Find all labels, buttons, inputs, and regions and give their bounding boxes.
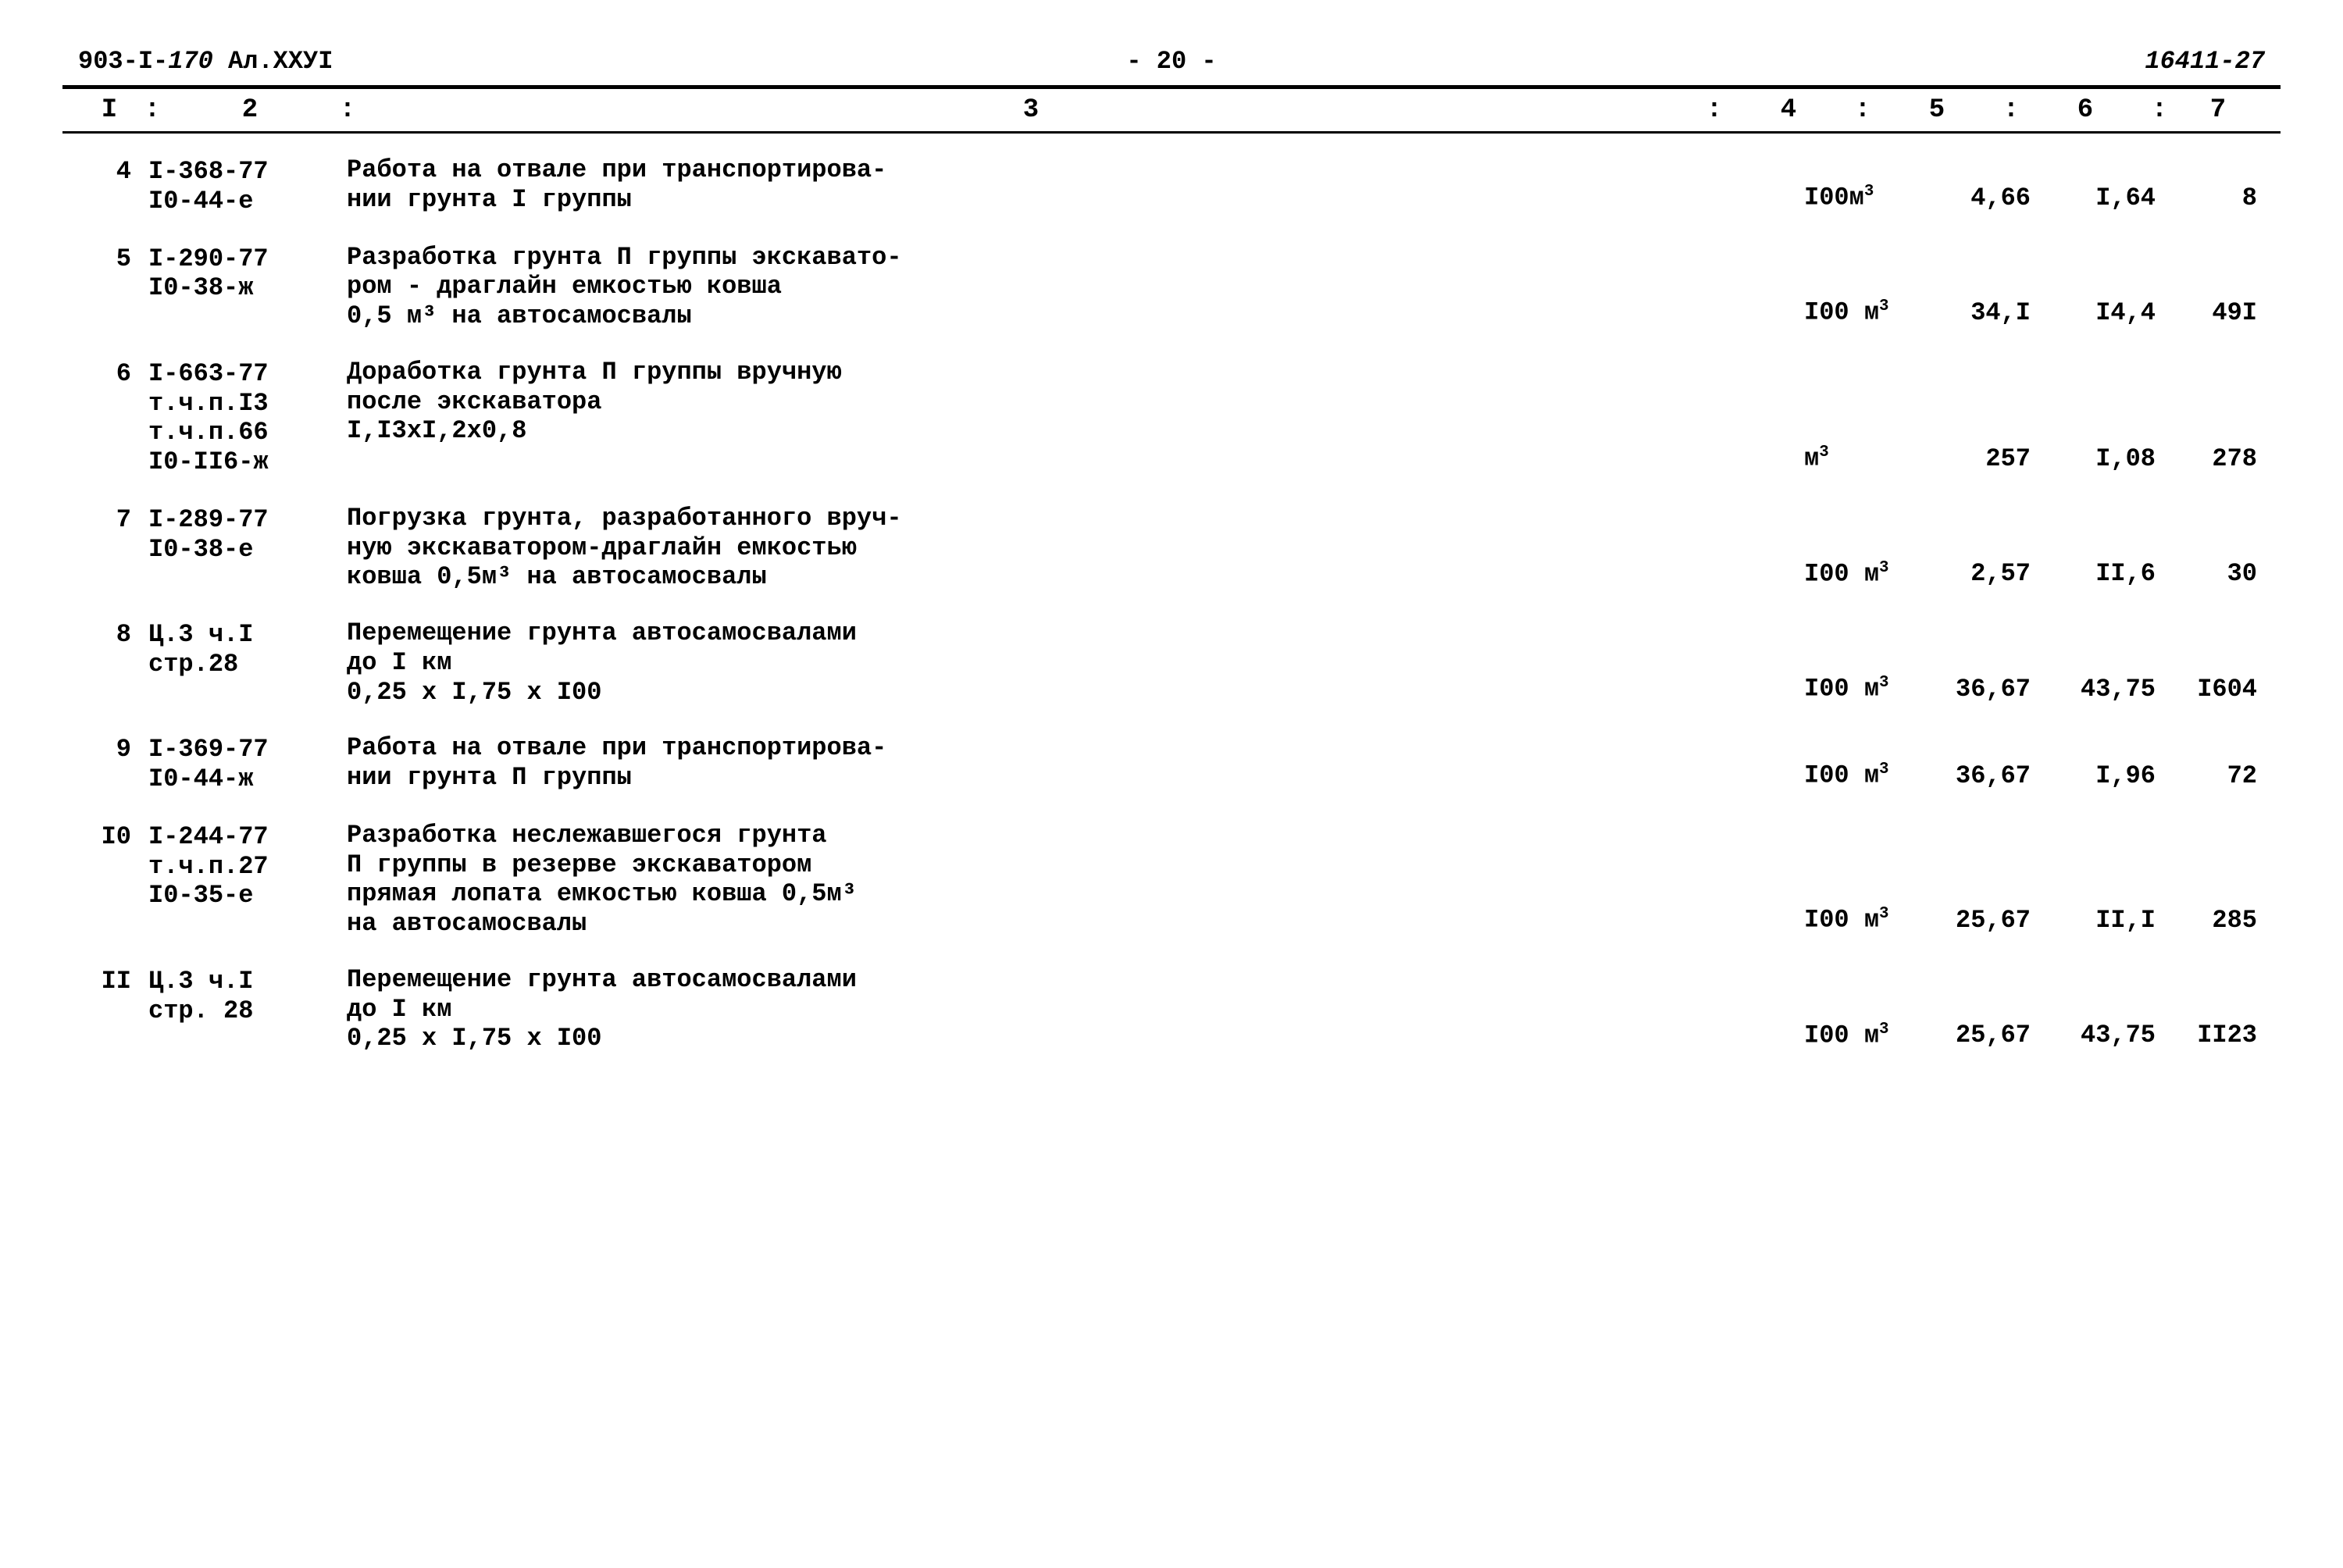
row-val-7: II23 [2171, 1021, 2265, 1050]
row-values: I00 м32,57II,630 [1796, 504, 2265, 592]
row-number: II [78, 965, 141, 996]
row-number: 8 [78, 618, 141, 650]
row-val-5: 34,I [1921, 298, 2046, 328]
row-number: 7 [78, 504, 141, 535]
row-code: I-290-77 I0-38-ж [141, 243, 336, 304]
row-val-7: 72 [2171, 761, 2265, 791]
row-unit: I00м3 [1796, 183, 1921, 212]
row-code: I-289-77 I0-38-е [141, 504, 336, 565]
document-page: 903-I-170 Ал.XXУI - 20 - 16411-27 I : 2 … [62, 47, 2281, 1053]
row-code: I-244-77 т.ч.п.27 I0-35-е [141, 821, 336, 911]
table-row: 7I-289-77 I0-38-еПогрузка грунта, разраб… [78, 504, 2265, 592]
table-row: 8Ц.3 ч.I стр.28Перемещение грунта автоса… [78, 618, 2265, 707]
col-2: 2 [164, 95, 336, 125]
row-unit: I00 м3 [1796, 298, 1921, 327]
row-unit: I00 м3 [1796, 905, 1921, 935]
rule-under-header [62, 131, 2281, 134]
row-val-7: 8 [2171, 184, 2265, 213]
row-number: I0 [78, 821, 141, 852]
table-rows: 4I-368-77 I0-44-еРабота на отвале при тр… [62, 148, 2281, 1053]
row-val-7: 285 [2171, 906, 2265, 935]
col-sep: : [141, 95, 164, 125]
doc-code-suffix: Ал.XXУI [213, 47, 333, 76]
row-values: I00 м334,II4,449I [1796, 243, 2265, 331]
col-sep: : [336, 95, 359, 125]
col-7: 7 [2171, 95, 2265, 125]
row-values: м3257I,08278 [1796, 358, 2265, 477]
col-5: 5 [1874, 95, 1999, 125]
row-code: Ц.3 ч.I стр. 28 [141, 965, 336, 1026]
table-row: 4I-368-77 I0-44-еРабота на отвале при тр… [78, 155, 2265, 216]
header-left: 903-I-170 Ал.XXУI [78, 47, 807, 76]
row-description: Перемещение грунта автосамосвалами до I … [336, 618, 1796, 707]
row-description: Работа на отвале при транспортирова- нии… [336, 155, 1796, 215]
row-val-5: 36,67 [1921, 761, 2046, 791]
row-values: I00м34,66I,648 [1796, 155, 2265, 216]
col-6: 6 [2023, 95, 2148, 125]
row-val-5: 257 [1921, 444, 2046, 474]
row-val-5: 25,67 [1921, 906, 2046, 935]
row-values: I00 м325,6743,75II23 [1796, 965, 2265, 1053]
table-row: I0I-244-77 т.ч.п.27 I0-35-еРазработка не… [78, 821, 2265, 939]
row-values: I00 м325,67II,I285 [1796, 821, 2265, 939]
rule-top [62, 85, 2281, 89]
row-description: Погрузка грунта, разработанного вруч- ну… [336, 504, 1796, 592]
row-val-7: I604 [2171, 675, 2265, 704]
row-unit: I00 м3 [1796, 761, 1921, 790]
page-header: 903-I-170 Ал.XXУI - 20 - 16411-27 [62, 47, 2281, 82]
col-3: 3 [359, 95, 1703, 125]
row-val-5: 2,57 [1921, 559, 2046, 589]
row-val-7: 30 [2171, 559, 2265, 589]
row-description: Разработка грунта П группы экскавато- ро… [336, 243, 1796, 331]
row-number: 9 [78, 733, 141, 764]
row-values: I00 м336,6743,75I604 [1796, 618, 2265, 707]
doc-code-hw: 170 [168, 47, 213, 76]
row-val-6: II,6 [2046, 559, 2171, 589]
row-code: I-663-77 т.ч.п.I3 т.ч.п.66 I0-II6-ж [141, 358, 336, 477]
row-description: Перемещение грунта автосамосвалами до I … [336, 965, 1796, 1053]
row-val-6: 43,75 [2046, 1021, 2171, 1050]
row-val-6: 43,75 [2046, 675, 2171, 704]
table-row: 6I-663-77 т.ч.п.I3 т.ч.п.66 I0-II6-жДора… [78, 358, 2265, 477]
row-number: 6 [78, 358, 141, 389]
row-val-5: 4,66 [1921, 184, 2046, 213]
column-header-row: I : 2 : 3 : 4 : 5 : 6 : 7 [62, 92, 2281, 128]
row-description: Работа на отвале при транспортирова- нии… [336, 733, 1796, 793]
row-code: Ц.3 ч.I стр.28 [141, 618, 336, 679]
row-val-6: II,I [2046, 906, 2171, 935]
row-val-7: 278 [2171, 444, 2265, 474]
row-unit: I00 м3 [1796, 559, 1921, 589]
col-sep: : [1999, 95, 2023, 125]
row-values: I00 м336,67I,9672 [1796, 733, 2265, 794]
row-code: I-369-77 I0-44-ж [141, 733, 336, 794]
row-description: Доработка грунта П группы вручную после … [336, 358, 1796, 446]
row-val-6: I,96 [2046, 761, 2171, 791]
row-val-5: 36,67 [1921, 675, 2046, 704]
row-val-7: 49I [2171, 298, 2265, 328]
row-val-6: I,64 [2046, 184, 2171, 213]
page-number: - 20 - [807, 47, 1535, 76]
col-sep: : [1851, 95, 1874, 125]
header-right-hw: 16411-27 [1536, 47, 2265, 76]
doc-code: 903-I- [78, 47, 168, 76]
table-row: 5I-290-77 I0-38-жРазработка грунта П гру… [78, 243, 2265, 331]
col-4: 4 [1726, 95, 1851, 125]
row-val-6: I4,4 [2046, 298, 2171, 328]
row-number: 4 [78, 155, 141, 187]
row-val-5: 25,67 [1921, 1021, 2046, 1050]
col-sep: : [1703, 95, 1726, 125]
table-row: IIЦ.3 ч.I стр. 28Перемещение грунта авто… [78, 965, 2265, 1053]
col-sep: : [2148, 95, 2171, 125]
row-code: I-368-77 I0-44-е [141, 155, 336, 216]
row-unit: м3 [1796, 444, 1921, 473]
table-row: 9I-369-77 I0-44-жРабота на отвале при тр… [78, 733, 2265, 794]
row-unit: I00 м3 [1796, 1021, 1921, 1050]
row-number: 5 [78, 243, 141, 274]
row-val-6: I,08 [2046, 444, 2171, 474]
col-1: I [78, 95, 141, 125]
row-unit: I00 м3 [1796, 674, 1921, 704]
row-description: Разработка неслежавшегося грунта П групп… [336, 821, 1796, 939]
